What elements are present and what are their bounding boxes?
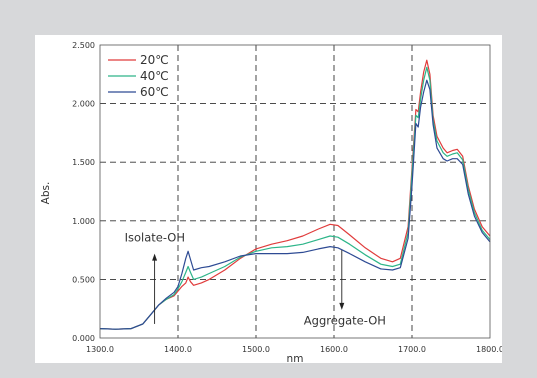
annotations: Isolate-OH Aggregate-OH [125,231,386,328]
plot-frame [99,44,491,339]
legend-label: 20℃ [140,53,169,67]
y-axis-label: Abs. [40,182,52,205]
legend: 20℃ 40℃ 60℃ [108,53,169,99]
x-axis-label: nm [287,353,304,363]
grid [100,45,490,338]
x-tick-labels: 1300.0 1400.0 1500.0 1600.0 1700.0 1800.0 [86,345,502,354]
y-tick-label: 1.000 [72,217,95,226]
spectrum-chart: 1300.0 1400.0 1500.0 1600.0 1700.0 1800.0 0.0… [40,41,502,363]
y-tick-label: 0.500 [72,275,95,284]
series-line-2 [99,66,491,330]
y-tick-label: 2.500 [72,41,95,50]
legend-label: 40℃ [140,69,169,83]
y-tick-label: 0.000 [72,334,95,343]
x-tick-label: 1700.0 [398,345,426,354]
chart-card: 1300.0 1400.0 1500.0 1600.0 1700.0 1800.0 0.0… [35,35,502,363]
annotation-label: Isolate-OH [125,231,185,245]
y-tick-label: 2.000 [72,100,95,109]
x-tick-label: 1800.0 [476,345,502,354]
x-tick-label: 1500.0 [242,345,270,354]
y-tick-label: 1.500 [72,158,95,167]
y-tick-labels: 0.000 0.500 1.000 1.500 2.000 2.500 [72,41,95,343]
x-tick-label: 1600.0 [320,345,348,354]
annotation-arrowhead [339,302,345,310]
annotation-label: Aggregate-OH [304,313,386,327]
annotation-arrowhead [152,253,158,261]
series-line-3 [99,79,491,330]
series-lines [99,59,491,330]
series-line-1 [99,59,491,330]
x-tick-label: 1400.0 [164,345,192,354]
legend-label: 60℃ [140,85,169,99]
x-tick-label: 1300.0 [86,345,114,354]
